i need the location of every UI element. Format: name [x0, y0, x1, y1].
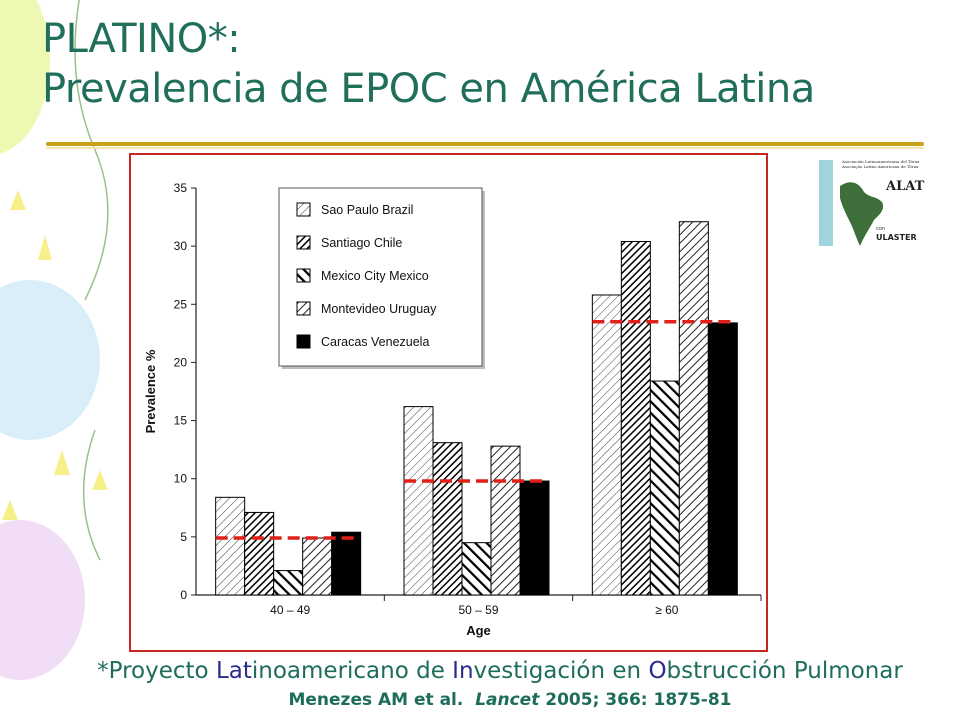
legend-label: Mexico City Mexico	[321, 269, 429, 283]
citation-details: 2005; 366: 1875-81	[545, 690, 732, 710]
legend-label: Sao Paulo Brazil	[321, 203, 413, 217]
legend-label: Santiago Chile	[321, 236, 402, 250]
legend-swatch	[296, 202, 311, 217]
x-tick-label: 40 – 49	[270, 603, 310, 617]
bar	[519, 480, 550, 596]
bar	[620, 240, 651, 596]
bar	[244, 511, 275, 596]
x-axis-label: Age	[466, 623, 491, 638]
x-tick-label: 50 – 59	[458, 603, 498, 617]
chart-frame: 0 5 10 15 20 25 30 35 Prevalence % 40 – 49 50 – 59…	[129, 153, 768, 652]
slide-title: PLATINO*: Prevalencia de EPOC en América…	[42, 14, 815, 114]
bar	[403, 406, 434, 596]
logo-name: ALAT	[885, 179, 925, 194]
logo-text-2: Asociação Latino Americana de Tórax	[841, 164, 919, 169]
footnote-part: *Proyecto	[97, 658, 216, 684]
footnote-highlight: In	[452, 658, 474, 684]
y-axis-label: Prevalence %	[143, 349, 158, 433]
bar	[273, 570, 304, 596]
footnote-highlight: Lat	[215, 658, 252, 684]
citation: Menezes AM et al. Lancet 2005; 366: 1875…	[200, 690, 820, 710]
bar	[302, 537, 333, 596]
y-tick-label: 10	[174, 472, 188, 486]
citation-journal: Lancet	[475, 690, 540, 710]
bar	[432, 442, 463, 596]
footnote-part: bstrucción Pulmonar	[666, 658, 903, 684]
bar	[490, 445, 521, 596]
title-underline-highlight	[46, 147, 924, 149]
logo-text-1: Asociación Latinoamericana del Tórax	[841, 159, 920, 164]
x-tick-label: ≥ 60	[655, 603, 679, 617]
legend-label: Montevideo Uruguay	[321, 302, 437, 316]
bar	[331, 531, 362, 596]
legend-swatch	[296, 268, 311, 283]
legend-swatch	[296, 334, 311, 349]
logo-partner: ULASTER	[876, 233, 917, 242]
title-line-1: PLATINO*:	[42, 16, 241, 62]
bar	[707, 322, 738, 596]
logo-bar	[819, 160, 833, 246]
y-tick-label: 25	[174, 297, 188, 311]
y-tick-label: 35	[174, 181, 188, 195]
legend-box	[278, 187, 483, 367]
footnote-part: vestigación en	[473, 658, 649, 684]
footnote-highlight: O	[648, 658, 667, 684]
logo-map	[840, 182, 884, 246]
y-tick-label: 0	[180, 588, 187, 602]
title-underline	[46, 142, 924, 146]
bar	[678, 221, 709, 596]
y-tick-label: 30	[174, 239, 188, 253]
bar	[215, 496, 246, 596]
y-tick-label: 20	[174, 355, 188, 369]
legend-label: Caracas Venezuela	[321, 335, 429, 349]
logo-con: con	[876, 226, 885, 232]
legend-swatch	[296, 301, 311, 316]
citation-authors: Menezes AM et al.	[288, 690, 464, 710]
title-line-2: Prevalencia de EPOC en América Latina	[42, 66, 815, 112]
y-tick-label: 5	[180, 530, 187, 544]
legend-swatch	[296, 235, 311, 250]
footnote: *Proyecto Latinoamericano de Investigaci…	[60, 658, 940, 684]
bar	[461, 542, 492, 596]
bar	[591, 294, 622, 596]
balloon-decoration-shapes	[0, 0, 109, 680]
alat-logo: Asociación Latinoamericana del Tórax Aso…	[819, 159, 925, 246]
prevalence-chart: 0 5 10 15 20 25 30 35 Prevalence % 40 – 49 50 – 59…	[143, 181, 762, 638]
y-tick-label: 15	[174, 414, 188, 428]
bar	[649, 380, 680, 596]
footnote-part: inoamericano de	[251, 658, 453, 684]
